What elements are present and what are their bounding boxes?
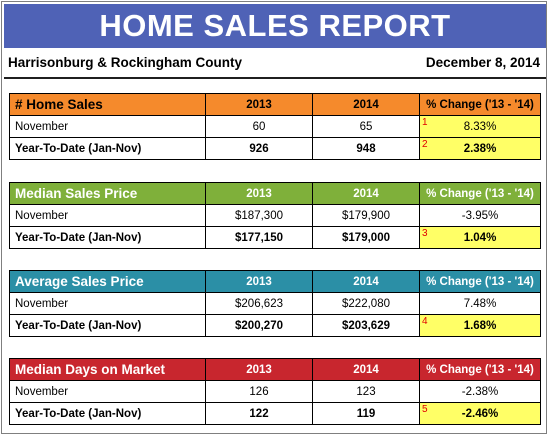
percent-change-cell: 2 2.38% — [419, 137, 541, 160]
percent-change-cell: 1 8.33% — [419, 115, 541, 138]
table-row: November 126 123 -2.38% — [9, 380, 541, 403]
value-2014: 123 — [312, 380, 420, 403]
percent-change-cell: 3 1.04% — [419, 226, 541, 249]
value-2014: $179,900 — [312, 204, 420, 227]
note-marker: 4 — [422, 316, 428, 327]
value-2013: 122 — [205, 402, 313, 425]
percent-change: 1.68% — [463, 319, 497, 332]
value-2013: 126 — [205, 380, 313, 403]
col-change-header: % Change ('13 - '14) — [419, 182, 541, 205]
percent-change: 7.48% — [463, 297, 497, 310]
percent-change-cell: 7.48% — [419, 292, 541, 315]
percent-change-cell: 5 -2.46% — [419, 402, 541, 425]
percent-change-cell: 4 1.68% — [419, 314, 541, 337]
col-change-header: % Change ('13 - '14) — [419, 270, 541, 293]
value-2014: 119 — [312, 402, 420, 425]
table-header-row: Median Days on Market 2013 2014 % Change… — [9, 358, 541, 381]
col-2014-header: 2014 — [312, 182, 420, 205]
col-2013-header: 2013 — [205, 93, 313, 116]
report-subheader: Harrisonburg & Rockingham County Decembe… — [4, 52, 546, 74]
table-row: Year-To-Date (Jan-Nov) $200,270 $203,629… — [9, 314, 541, 337]
median-days-on-market-table: Median Days on Market 2013 2014 % Change… — [9, 358, 541, 425]
col-2013-header: 2013 — [205, 270, 313, 293]
row-label: November — [9, 115, 206, 138]
value-2014: 948 — [312, 137, 420, 160]
section-title: Median Days on Market — [9, 358, 206, 381]
percent-change: -3.95% — [461, 209, 499, 222]
value-2013: $187,300 — [205, 204, 313, 227]
value-2013: $177,150 — [205, 226, 313, 249]
note-marker: 5 — [422, 404, 428, 415]
value-2013: 60 — [205, 115, 313, 138]
home-sales-table: # Home Sales 2013 2014 % Change ('13 - '… — [9, 93, 541, 160]
percent-change: -2.46% — [461, 407, 499, 420]
table-row: November $187,300 $179,900 -3.95% — [9, 204, 541, 227]
row-label: Year-To-Date (Jan-Nov) — [9, 137, 206, 160]
col-2014-header: 2014 — [312, 93, 420, 116]
row-label: Year-To-Date (Jan-Nov) — [9, 402, 206, 425]
section-title: Median Sales Price — [9, 182, 206, 205]
table-header-row: Average Sales Price 2013 2014 % Change (… — [9, 270, 541, 293]
report-date: December 8, 2014 — [425, 55, 540, 70]
percent-change: 1.04% — [463, 231, 497, 244]
percent-change-cell: -2.38% — [419, 380, 541, 403]
percent-change: 2.38% — [463, 142, 497, 155]
table-row: Year-To-Date (Jan-Nov) 122 119 5 -2.46% — [9, 402, 541, 425]
col-2014-header: 2014 — [312, 270, 420, 293]
value-2013: 926 — [205, 137, 313, 160]
table-row: Year-To-Date (Jan-Nov) 926 948 2 2.38% — [9, 137, 541, 160]
percent-change: 8.33% — [463, 120, 497, 133]
percent-change-cell: -3.95% — [419, 204, 541, 227]
region-label: Harrisonburg & Rockingham County — [8, 55, 243, 70]
col-2013-header: 2013 — [205, 358, 313, 381]
percent-change: -2.38% — [461, 385, 499, 398]
table-header-row: # Home Sales 2013 2014 % Change ('13 - '… — [9, 93, 541, 116]
value-2014: $222,080 — [312, 292, 420, 315]
section-title: # Home Sales — [9, 93, 206, 116]
section-title: Average Sales Price — [9, 270, 206, 293]
note-marker: 1 — [422, 117, 428, 128]
note-marker: 2 — [422, 139, 428, 150]
row-label: Year-To-Date (Jan-Nov) — [9, 314, 206, 337]
value-2013: $206,623 — [205, 292, 313, 315]
table-header-row: Median Sales Price 2013 2014 % Change ('… — [9, 182, 541, 205]
header-divider — [4, 77, 546, 79]
col-change-header: % Change ('13 - '14) — [419, 358, 541, 381]
row-label: November — [9, 292, 206, 315]
value-2014: $179,000 — [312, 226, 420, 249]
report-title: HOME SALES REPORT — [4, 4, 546, 48]
table-row: November $206,623 $222,080 7.48% — [9, 292, 541, 315]
value-2014: $203,629 — [312, 314, 420, 337]
row-label: Year-To-Date (Jan-Nov) — [9, 226, 206, 249]
value-2014: 65 — [312, 115, 420, 138]
table-row: Year-To-Date (Jan-Nov) $177,150 $179,000… — [9, 226, 541, 249]
median-sales-price-table: Median Sales Price 2013 2014 % Change ('… — [9, 182, 541, 249]
col-2014-header: 2014 — [312, 358, 420, 381]
note-marker: 3 — [422, 228, 428, 239]
average-sales-price-table: Average Sales Price 2013 2014 % Change (… — [9, 270, 541, 337]
row-label: November — [9, 204, 206, 227]
col-2013-header: 2013 — [205, 182, 313, 205]
col-change-header: % Change ('13 - '14) — [419, 93, 541, 116]
table-row: November 60 65 1 8.33% — [9, 115, 541, 138]
row-label: November — [9, 380, 206, 403]
value-2013: $200,270 — [205, 314, 313, 337]
